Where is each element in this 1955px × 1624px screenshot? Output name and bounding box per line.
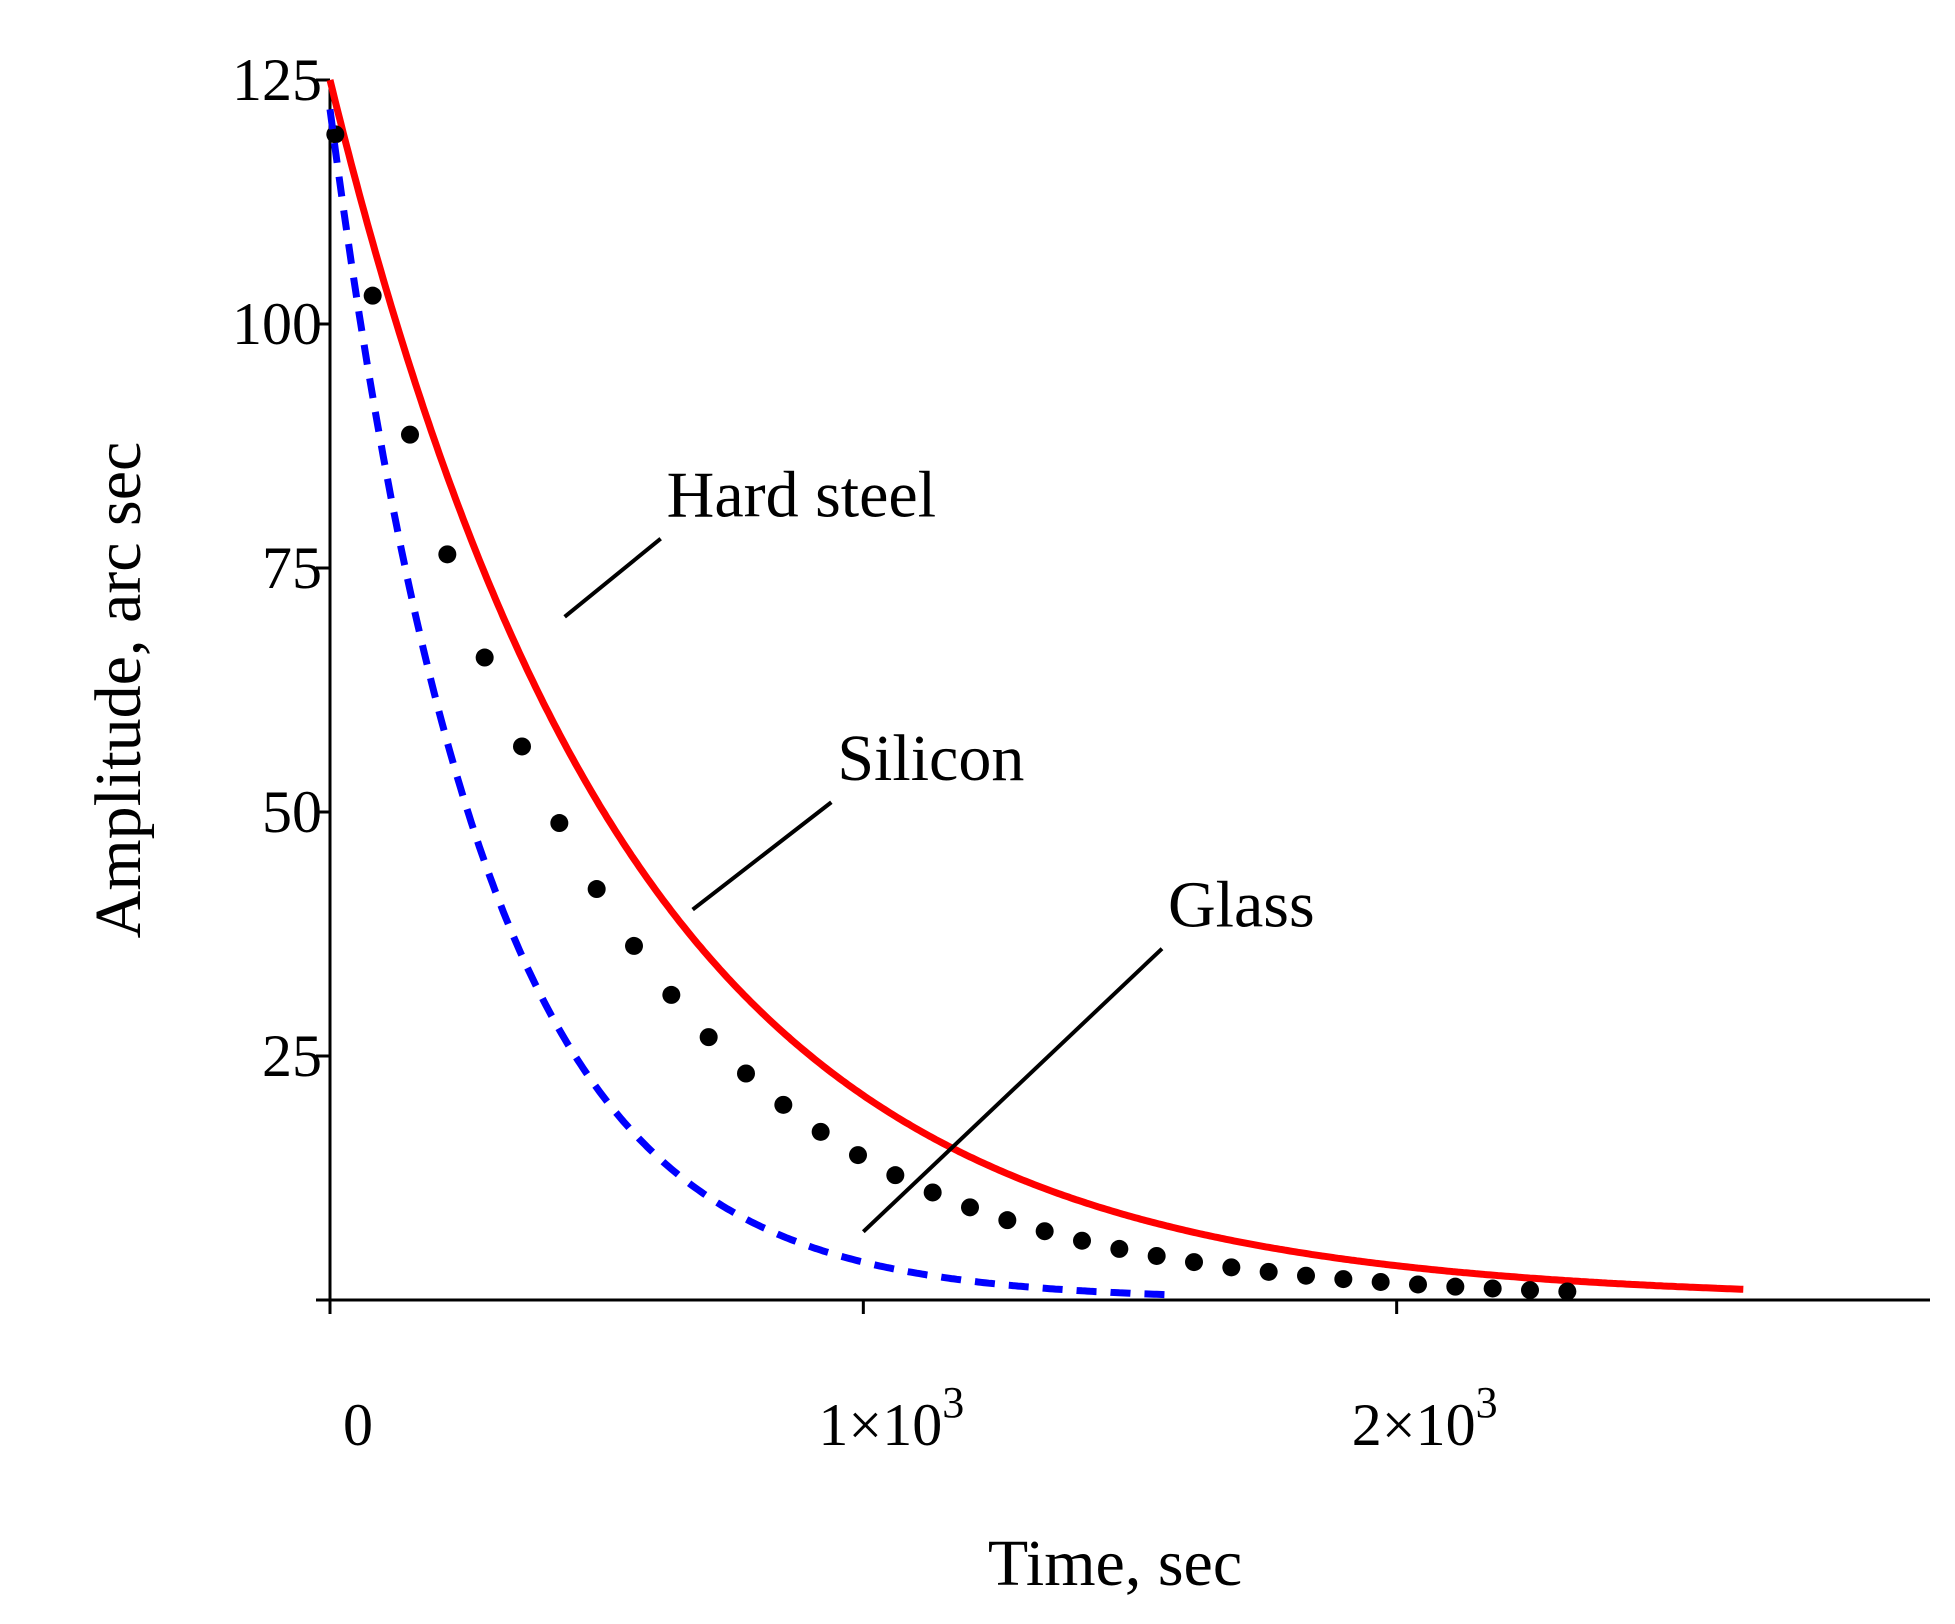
data-point [1073,1231,1091,1250]
data-point [438,545,457,564]
y-axis-title: Amplitude, arc sec [82,442,155,939]
data-point [961,1198,979,1217]
series-line [326,108,1168,1299]
annotation-leader [861,947,1164,1234]
data-point [1334,1270,1353,1289]
y-tick-label: 125 [232,47,322,113]
data-point [1409,1275,1427,1294]
series-silicon [326,125,1577,1301]
series-line [326,79,1744,1293]
data-point [774,1095,793,1114]
data-point [587,880,606,899]
x-tick-label: 2×103 [1352,1378,1498,1458]
data-point [1558,1282,1577,1301]
annotation-label: Silicon [837,722,1024,795]
data-point [886,1166,905,1185]
data-point [849,1146,867,1165]
data-point [1222,1258,1241,1277]
annotation-leader [691,800,833,912]
data-point [923,1183,942,1202]
data-point [1297,1266,1315,1285]
data-point [550,814,569,833]
data-point [998,1211,1017,1230]
data-point [737,1064,755,1083]
data-point [1147,1246,1166,1265]
data-point [1035,1222,1054,1241]
y-tick-label: 50 [262,779,322,845]
data-point [513,737,531,756]
y-tick-label: 25 [262,1023,322,1089]
data-point [625,936,643,955]
data-point [1110,1239,1129,1258]
data-point [401,425,419,444]
data-point [1185,1253,1203,1272]
annotation-leader [563,537,662,619]
y-tick-label: 75 [262,535,322,601]
data-point [1371,1272,1390,1291]
data-point [1259,1262,1278,1281]
x-tick-label: 0 [343,1392,373,1458]
y-tick-label: 100 [232,291,322,357]
series-hard-steel [326,79,1744,1293]
data-point [1521,1281,1539,1300]
data-point [326,125,345,144]
data-point [1483,1279,1502,1298]
data-point [811,1122,830,1141]
annotation-label: Glass [1168,869,1315,942]
data-point [662,985,681,1004]
series-glass [326,108,1168,1299]
annotation-label: Hard steel [667,459,936,532]
data-point [1446,1277,1465,1296]
data-point [363,286,382,305]
x-axis-title: Time, sec [988,1527,1242,1600]
data-point [699,1028,718,1047]
data-point [475,648,494,667]
x-tick-label: 1×103 [818,1378,964,1458]
